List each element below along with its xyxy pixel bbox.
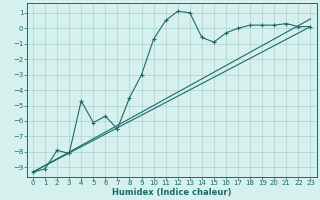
X-axis label: Humidex (Indice chaleur): Humidex (Indice chaleur): [112, 188, 231, 197]
